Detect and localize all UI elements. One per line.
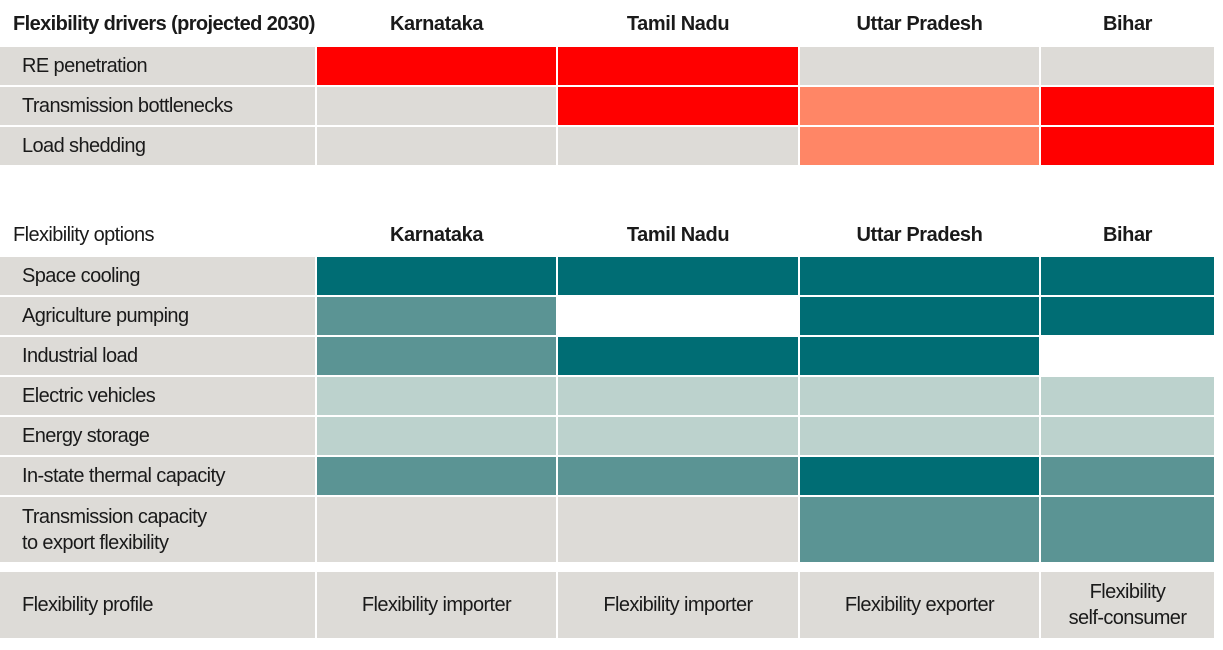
driver-row-label: RE penetration: [0, 47, 315, 85]
option-cell-uttar-pradesh: [800, 377, 1039, 415]
option-cell-karnataka: [317, 257, 556, 295]
driver-cell-karnataka: [317, 87, 556, 125]
driver-cell-tamil-nadu: [558, 87, 798, 125]
option-cell-karnataka: [317, 337, 556, 375]
option-cell-uttar-pradesh: [800, 417, 1039, 455]
driver-cell-karnataka: [317, 47, 556, 85]
driver-row-label: Load shedding: [0, 127, 315, 165]
column-header-uttar-pradesh: Uttar Pradesh: [856, 12, 983, 35]
column-header-karnataka: Karnataka: [389, 12, 484, 35]
option-cell-tamil-nadu: [558, 297, 798, 335]
column-header-karnataka: Karnataka: [389, 223, 484, 246]
driver-cell-uttar-pradesh: [800, 87, 1039, 125]
option-cell-tamil-nadu: [558, 457, 798, 495]
option-cell-uttar-pradesh: [800, 257, 1039, 295]
driver-cell-bihar: [1041, 47, 1214, 85]
profile-cell-karnataka: Flexibility importer: [317, 572, 556, 638]
option-cell-bihar: [1041, 417, 1214, 455]
driver-cell-uttar-pradesh: [800, 47, 1039, 85]
profile-cell-uttar-pradesh: Flexibility exporter: [800, 572, 1039, 638]
option-cell-tamil-nadu: [558, 257, 798, 295]
option-cell-karnataka: [317, 497, 556, 562]
option-row-label: Industrial load: [0, 337, 315, 375]
driver-cell-karnataka: [317, 127, 556, 165]
profile-row-label: Flexibility profile: [0, 572, 315, 638]
option-cell-bihar: [1041, 257, 1214, 295]
option-cell-tamil-nadu: [558, 337, 798, 375]
column-header-tamil-nadu: Tamil Nadu: [626, 223, 730, 246]
option-cell-bihar: [1041, 337, 1214, 375]
options-title: Flexibility options: [13, 223, 154, 246]
option-row-label: Agriculture pumping: [0, 297, 315, 335]
driver-cell-uttar-pradesh: [800, 127, 1039, 165]
driver-cell-tamil-nadu: [558, 47, 798, 85]
option-cell-karnataka: [317, 457, 556, 495]
driver-row-label: Transmission bottlenecks: [0, 87, 315, 125]
option-cell-uttar-pradesh: [800, 297, 1039, 335]
column-header-tamil-nadu: Tamil Nadu: [626, 12, 730, 35]
profile-cell-bihar: Flexibility self-consumer: [1041, 572, 1214, 638]
option-cell-bihar: [1041, 297, 1214, 335]
column-header-uttar-pradesh: Uttar Pradesh: [856, 223, 983, 246]
option-cell-uttar-pradesh: [800, 457, 1039, 495]
driver-cell-bihar: [1041, 87, 1214, 125]
option-cell-tamil-nadu: [558, 497, 798, 562]
option-cell-bihar: [1041, 497, 1214, 562]
option-cell-tamil-nadu: [558, 377, 798, 415]
driver-cell-bihar: [1041, 127, 1214, 165]
option-row-label: Space cooling: [0, 257, 315, 295]
option-row-label: Electric vehicles: [0, 377, 315, 415]
drivers-title: Flexibility drivers (projected 2030): [13, 12, 315, 35]
option-cell-uttar-pradesh: [800, 337, 1039, 375]
option-cell-karnataka: [317, 377, 556, 415]
profile-cell-tamil-nadu: Flexibility importer: [558, 572, 798, 638]
option-cell-karnataka: [317, 297, 556, 335]
option-cell-uttar-pradesh: [800, 497, 1039, 562]
option-cell-bihar: [1041, 457, 1214, 495]
driver-cell-tamil-nadu: [558, 127, 798, 165]
option-row-label: Energy storage: [0, 417, 315, 455]
column-header-bihar: Bihar: [1102, 223, 1153, 246]
option-cell-bihar: [1041, 377, 1214, 415]
option-row-label: In-state thermal capacity: [0, 457, 315, 495]
column-header-bihar: Bihar: [1102, 12, 1153, 35]
option-row-label: Transmission capacity to export flexibili…: [0, 497, 315, 562]
option-cell-karnataka: [317, 417, 556, 455]
option-cell-tamil-nadu: [558, 417, 798, 455]
